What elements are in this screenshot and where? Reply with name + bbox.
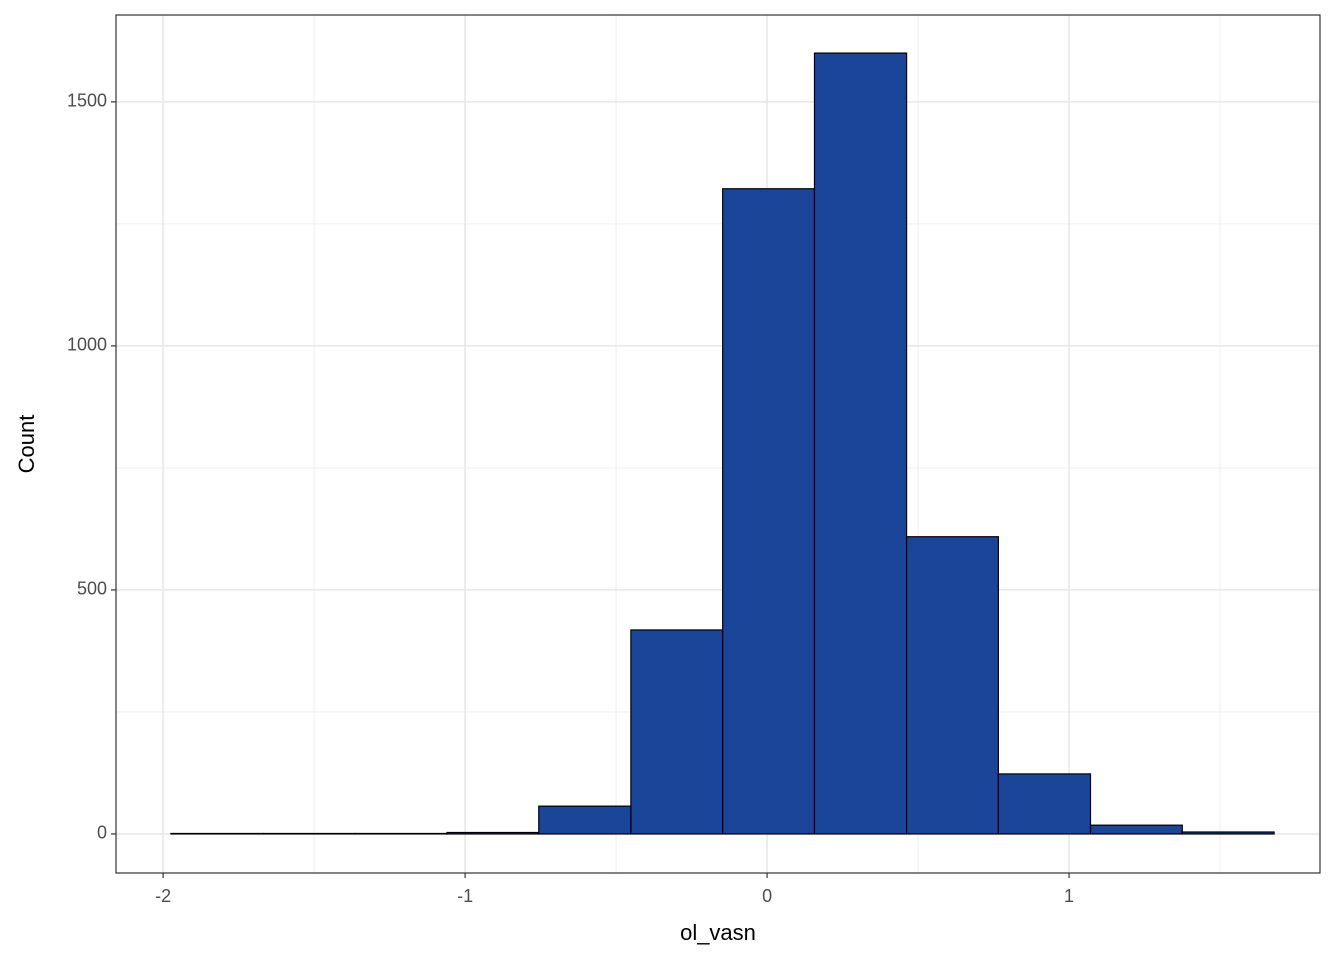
x-tick-label: 1: [1064, 886, 1074, 906]
x-tick-label: 0: [762, 886, 772, 906]
x-axis-title: ol_vasn: [680, 920, 756, 945]
x-tick-label: -2: [155, 886, 171, 906]
bar: [630, 629, 724, 835]
bar: [905, 536, 999, 835]
bar: [446, 831, 540, 835]
panel-border: [115, 14, 1321, 874]
bar: [538, 805, 632, 835]
y-tick-label: 500: [77, 579, 107, 599]
bar: [722, 188, 816, 835]
y-tick-label: 1000: [67, 335, 107, 355]
x-tick-label: -1: [457, 886, 473, 906]
bar: [997, 773, 1092, 835]
bar: [1181, 831, 1275, 835]
bar: [813, 52, 908, 835]
y-tick-label: 1500: [67, 91, 107, 111]
y-tick-label: 0: [97, 823, 107, 843]
y-axis-title: Count: [14, 415, 39, 474]
bar: [1089, 824, 1183, 835]
